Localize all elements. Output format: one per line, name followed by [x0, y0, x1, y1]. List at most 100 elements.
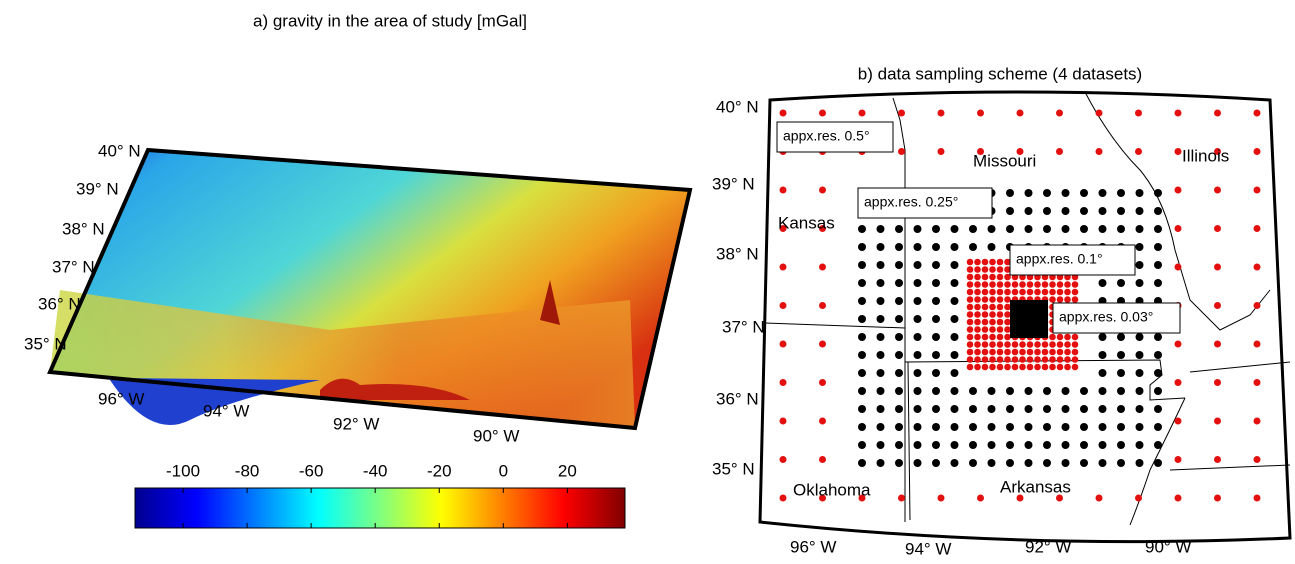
sample-point: [938, 148, 945, 155]
sample-point: [982, 281, 989, 288]
sample-point: [1025, 423, 1033, 431]
sample-point: [997, 319, 1004, 326]
sample-point: [895, 315, 903, 323]
sample-point: [914, 423, 922, 431]
lat-label: 39° N: [712, 174, 755, 193]
sample-point: [967, 281, 974, 288]
sample-point: [932, 405, 940, 413]
sample-point: [1027, 356, 1034, 363]
sample-point: [951, 387, 959, 395]
sample-point: [1117, 387, 1125, 395]
lat-label: 40° N: [98, 141, 141, 160]
sample-point: [969, 405, 977, 413]
sample-point: [780, 110, 787, 117]
sample-point: [1099, 405, 1107, 413]
sample-point: [1175, 225, 1182, 232]
sample-point: [1117, 441, 1125, 449]
sample-point: [1019, 341, 1026, 348]
sample-point: [1136, 225, 1144, 233]
sample-point: [977, 110, 984, 117]
sample-point: [938, 110, 945, 117]
sample-point: [895, 297, 903, 305]
sample-point: [969, 441, 977, 449]
sample-point: [974, 334, 981, 341]
sample-point: [1136, 207, 1144, 215]
sample-point: [1175, 110, 1182, 117]
sample-point: [1006, 459, 1014, 467]
sample-point: [1006, 189, 1014, 197]
sample-point: [932, 261, 940, 269]
lat-label: 40° N: [716, 97, 759, 116]
sample-point: [819, 302, 826, 309]
sample-point: [988, 423, 996, 431]
sample-point: [1042, 364, 1049, 371]
sample-point: [1042, 341, 1049, 348]
sample-point: [1117, 405, 1125, 413]
sample-point: [997, 259, 1004, 266]
sample-point: [914, 225, 922, 233]
sample-point: [1006, 387, 1014, 395]
sample-point: [1080, 387, 1088, 395]
sample-point: [997, 341, 1004, 348]
sample-point: [1064, 341, 1071, 348]
sample-point: [989, 296, 996, 303]
sample-point: [1099, 189, 1107, 197]
sample-point: [989, 281, 996, 288]
sample-point: [1004, 364, 1011, 371]
sample-point: [1136, 279, 1144, 287]
sample-point: [951, 405, 959, 413]
state-label: Missouri: [973, 151, 1036, 170]
sample-point: [1062, 459, 1070, 467]
sample-point: [1072, 296, 1079, 303]
sample-point: [1027, 349, 1034, 356]
sample-point: [1175, 341, 1182, 348]
sample-point: [1064, 334, 1071, 341]
sample-point: [1072, 281, 1079, 288]
sample-point: [988, 459, 996, 467]
sample-point: [877, 369, 885, 377]
sample-point: [951, 225, 959, 233]
sample-point: [1025, 225, 1033, 233]
sample-point: [982, 334, 989, 341]
sample-point: [877, 315, 885, 323]
sample-point: [982, 289, 989, 296]
sample-point: [1034, 341, 1041, 348]
sample-point: [1254, 379, 1261, 386]
sample-point: [1004, 334, 1011, 341]
sample-point: [1062, 225, 1070, 233]
sample-point: [1214, 187, 1221, 194]
sample-point: [982, 304, 989, 311]
sample-point: [1214, 418, 1221, 425]
sample-point: [982, 266, 989, 273]
sample-point: [974, 266, 981, 273]
resolution-label: appx.res. 0.25°: [864, 194, 958, 210]
lon-label: 94° W: [905, 539, 951, 558]
sample-point: [914, 333, 922, 341]
sample-point: [1175, 495, 1182, 502]
sample-point: [1062, 387, 1070, 395]
sample-point: [1012, 349, 1019, 356]
sample-point: [859, 110, 866, 117]
sample-point: [989, 259, 996, 266]
sample-point: [989, 266, 996, 273]
sample-point: [932, 225, 940, 233]
sample-point: [967, 349, 974, 356]
sample-point: [1099, 279, 1107, 287]
sample-point: [982, 319, 989, 326]
sample-point: [1136, 243, 1144, 251]
sample-point: [1099, 333, 1107, 341]
panel-title: b) data sampling scheme (4 datasets): [858, 64, 1142, 83]
sample-point: [858, 243, 866, 251]
sample-point: [1154, 405, 1162, 413]
panel-title: a) gravity in the area of study [mGal]: [253, 11, 527, 30]
sample-point: [1004, 296, 1011, 303]
sample-point: [932, 351, 940, 359]
sample-point: [982, 259, 989, 266]
sample-point: [1057, 289, 1064, 296]
sample-point: [858, 225, 866, 233]
sample-point: [1117, 279, 1125, 287]
sample-point: [877, 297, 885, 305]
sample-point: [914, 459, 922, 467]
sample-point: [1004, 281, 1011, 288]
sample-point: [1080, 225, 1088, 233]
